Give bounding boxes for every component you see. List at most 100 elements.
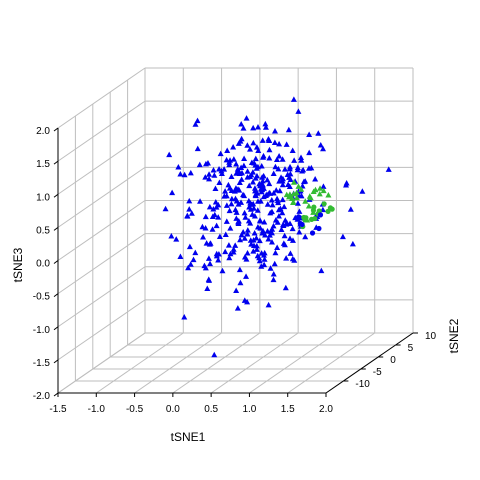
data-point bbox=[271, 260, 278, 267]
data-point bbox=[282, 284, 289, 291]
data-point bbox=[253, 235, 260, 241]
data-point bbox=[244, 227, 251, 233]
data-point bbox=[258, 180, 265, 186]
data-point bbox=[238, 121, 245, 127]
z-tick-mark bbox=[53, 260, 59, 264]
data-point bbox=[221, 193, 228, 199]
data-point bbox=[211, 211, 218, 218]
data-point bbox=[298, 154, 305, 160]
data-point bbox=[339, 233, 346, 240]
data-point bbox=[289, 147, 296, 153]
y-axis-line bbox=[325, 332, 414, 394]
data-point bbox=[233, 209, 240, 215]
data-point bbox=[217, 150, 224, 157]
data-point bbox=[329, 206, 335, 212]
data-point bbox=[269, 201, 276, 208]
data-point bbox=[272, 249, 279, 256]
data-point bbox=[293, 194, 300, 201]
data-point bbox=[289, 255, 296, 262]
data-point bbox=[262, 232, 269, 238]
data-point bbox=[275, 212, 282, 219]
data-point bbox=[264, 201, 271, 207]
data-point bbox=[312, 215, 318, 222]
data-point bbox=[385, 166, 392, 172]
data-point bbox=[235, 219, 242, 225]
data-point bbox=[215, 201, 222, 208]
data-point bbox=[290, 179, 297, 185]
data-point bbox=[241, 209, 248, 216]
data-point bbox=[206, 171, 213, 177]
data-point bbox=[236, 266, 243, 273]
data-point bbox=[250, 139, 257, 146]
data-point bbox=[233, 287, 240, 293]
data-point bbox=[312, 176, 319, 182]
data-point bbox=[259, 186, 266, 193]
z-tick-mark bbox=[53, 326, 59, 331]
data-point bbox=[254, 198, 261, 204]
data-point bbox=[237, 279, 244, 286]
data-point bbox=[317, 185, 324, 191]
data-point bbox=[271, 139, 278, 145]
data-point bbox=[349, 240, 356, 247]
data-point bbox=[187, 261, 194, 267]
data-point bbox=[256, 257, 263, 264]
data-point bbox=[241, 155, 248, 162]
data-point bbox=[287, 163, 294, 170]
data-point bbox=[243, 256, 250, 262]
data-point bbox=[257, 225, 264, 231]
data-point bbox=[181, 314, 188, 320]
data-point bbox=[279, 181, 286, 188]
data-point bbox=[205, 276, 212, 282]
data-point bbox=[257, 217, 264, 223]
data-point bbox=[212, 185, 219, 192]
data-point bbox=[199, 223, 206, 230]
grid-line bbox=[96, 332, 184, 394]
data-point bbox=[168, 233, 175, 239]
x-tick-label: -0.5 bbox=[126, 404, 144, 415]
grid-line bbox=[210, 332, 299, 394]
x-tick-label: 0.5 bbox=[204, 404, 218, 415]
data-point bbox=[285, 126, 292, 133]
data-point bbox=[315, 130, 322, 136]
data-point bbox=[240, 228, 247, 235]
data-point bbox=[222, 231, 229, 237]
data-point bbox=[307, 194, 314, 201]
z-tick-mark bbox=[53, 193, 59, 198]
grid-line bbox=[57, 299, 146, 361]
data-point bbox=[227, 157, 234, 163]
data-point bbox=[184, 212, 191, 219]
data-point bbox=[318, 267, 325, 274]
data-point bbox=[268, 197, 275, 203]
data-point bbox=[246, 182, 253, 189]
data-point bbox=[228, 173, 235, 180]
data-point bbox=[305, 165, 312, 171]
data-point bbox=[188, 210, 195, 216]
data-point bbox=[177, 170, 184, 177]
data-point bbox=[296, 229, 303, 235]
data-point bbox=[265, 137, 272, 143]
grid-line bbox=[172, 332, 261, 394]
y-tick-label: 0 bbox=[390, 355, 396, 366]
data-point bbox=[202, 174, 209, 180]
x-axis-title: tSNE1 bbox=[171, 430, 206, 444]
data-point bbox=[265, 301, 272, 308]
data-point bbox=[244, 249, 251, 256]
grid-line bbox=[249, 332, 337, 394]
data-point bbox=[181, 171, 188, 178]
data-point bbox=[251, 212, 258, 219]
data-point bbox=[306, 131, 313, 138]
data-point bbox=[279, 209, 286, 216]
data-point bbox=[306, 149, 313, 156]
data-point bbox=[224, 147, 231, 153]
data-point bbox=[226, 254, 233, 261]
data-point bbox=[194, 117, 201, 124]
data-point bbox=[244, 142, 251, 148]
data-point bbox=[213, 250, 220, 257]
data-point bbox=[235, 201, 242, 207]
data-point bbox=[223, 218, 230, 224]
data-point bbox=[274, 244, 281, 251]
data-point bbox=[252, 155, 259, 162]
grid-line bbox=[57, 67, 146, 129]
data-point bbox=[205, 255, 212, 261]
data-point bbox=[203, 240, 210, 246]
